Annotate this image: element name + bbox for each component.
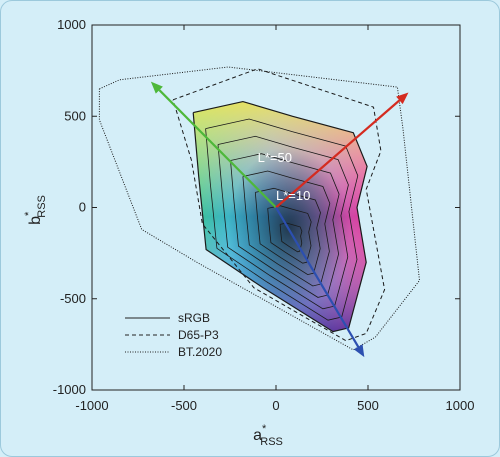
- arrow-shaft: [158, 89, 277, 209]
- y-tick-label: -1000: [53, 382, 86, 397]
- x-tick-label: -1000: [75, 398, 108, 413]
- y-axis-title: b*RSS: [23, 195, 48, 225]
- x-axis-title-main: a: [253, 427, 262, 444]
- arrow-head: [396, 92, 409, 105]
- legend: sRGB D65-P3 BT.2020: [125, 311, 222, 359]
- y-tick-label: 1000: [57, 17, 86, 32]
- x-tick-label: 0: [272, 398, 279, 413]
- x-axis-title-sup: *: [262, 423, 267, 435]
- x-tick-label: -500: [171, 398, 197, 413]
- x-tick-label: 500: [357, 398, 379, 413]
- legend-label-bt2020: BT.2020: [178, 345, 222, 359]
- srgb-inner-contour: [230, 153, 340, 298]
- legend-label-srgb: sRGB: [178, 311, 210, 325]
- y-axis-title-main: b: [27, 216, 44, 225]
- srgb-inner-contour: [279, 222, 303, 253]
- y-tick-label: 500: [64, 108, 86, 123]
- arrow-shaft: [275, 99, 401, 209]
- y-axis-title-sub: RSS: [36, 195, 48, 218]
- arrow-head: [353, 344, 365, 358]
- lightness-annotation: L*=50: [258, 150, 292, 165]
- series-layer: [98, 66, 421, 351]
- series-line-srgb: [192, 100, 368, 333]
- srgb-inner-contour: [205, 118, 359, 321]
- annotation-layer: L*=50 L*=10: [258, 150, 311, 203]
- lightness-annotation: L*=10: [276, 188, 310, 203]
- x-axis-title-sub: RSS: [260, 436, 283, 448]
- series-line-bt-2020: [98, 66, 421, 351]
- legend-label-d65-p3: D65-P3: [178, 328, 219, 342]
- tick-layer: -1000 -500 0 500 1000 -1000 -500 0 500 1000: [53, 17, 475, 413]
- y-tick-label: 0: [79, 200, 86, 215]
- x-tick-label: 1000: [446, 398, 475, 413]
- srgb-inner-contour: [217, 135, 349, 310]
- y-tick-label: -500: [60, 291, 86, 306]
- arrow-head: [150, 81, 163, 94]
- series-line-d65-p3: [172, 68, 386, 342]
- x-axis-title: a* RSS: [253, 423, 283, 448]
- srgb-inner-contour: [242, 170, 331, 287]
- srgb-inner-contour: [267, 205, 312, 264]
- arrow-shaft: [275, 206, 360, 348]
- arrow-layer: [150, 81, 409, 358]
- y-axis-title-sup: *: [23, 211, 35, 216]
